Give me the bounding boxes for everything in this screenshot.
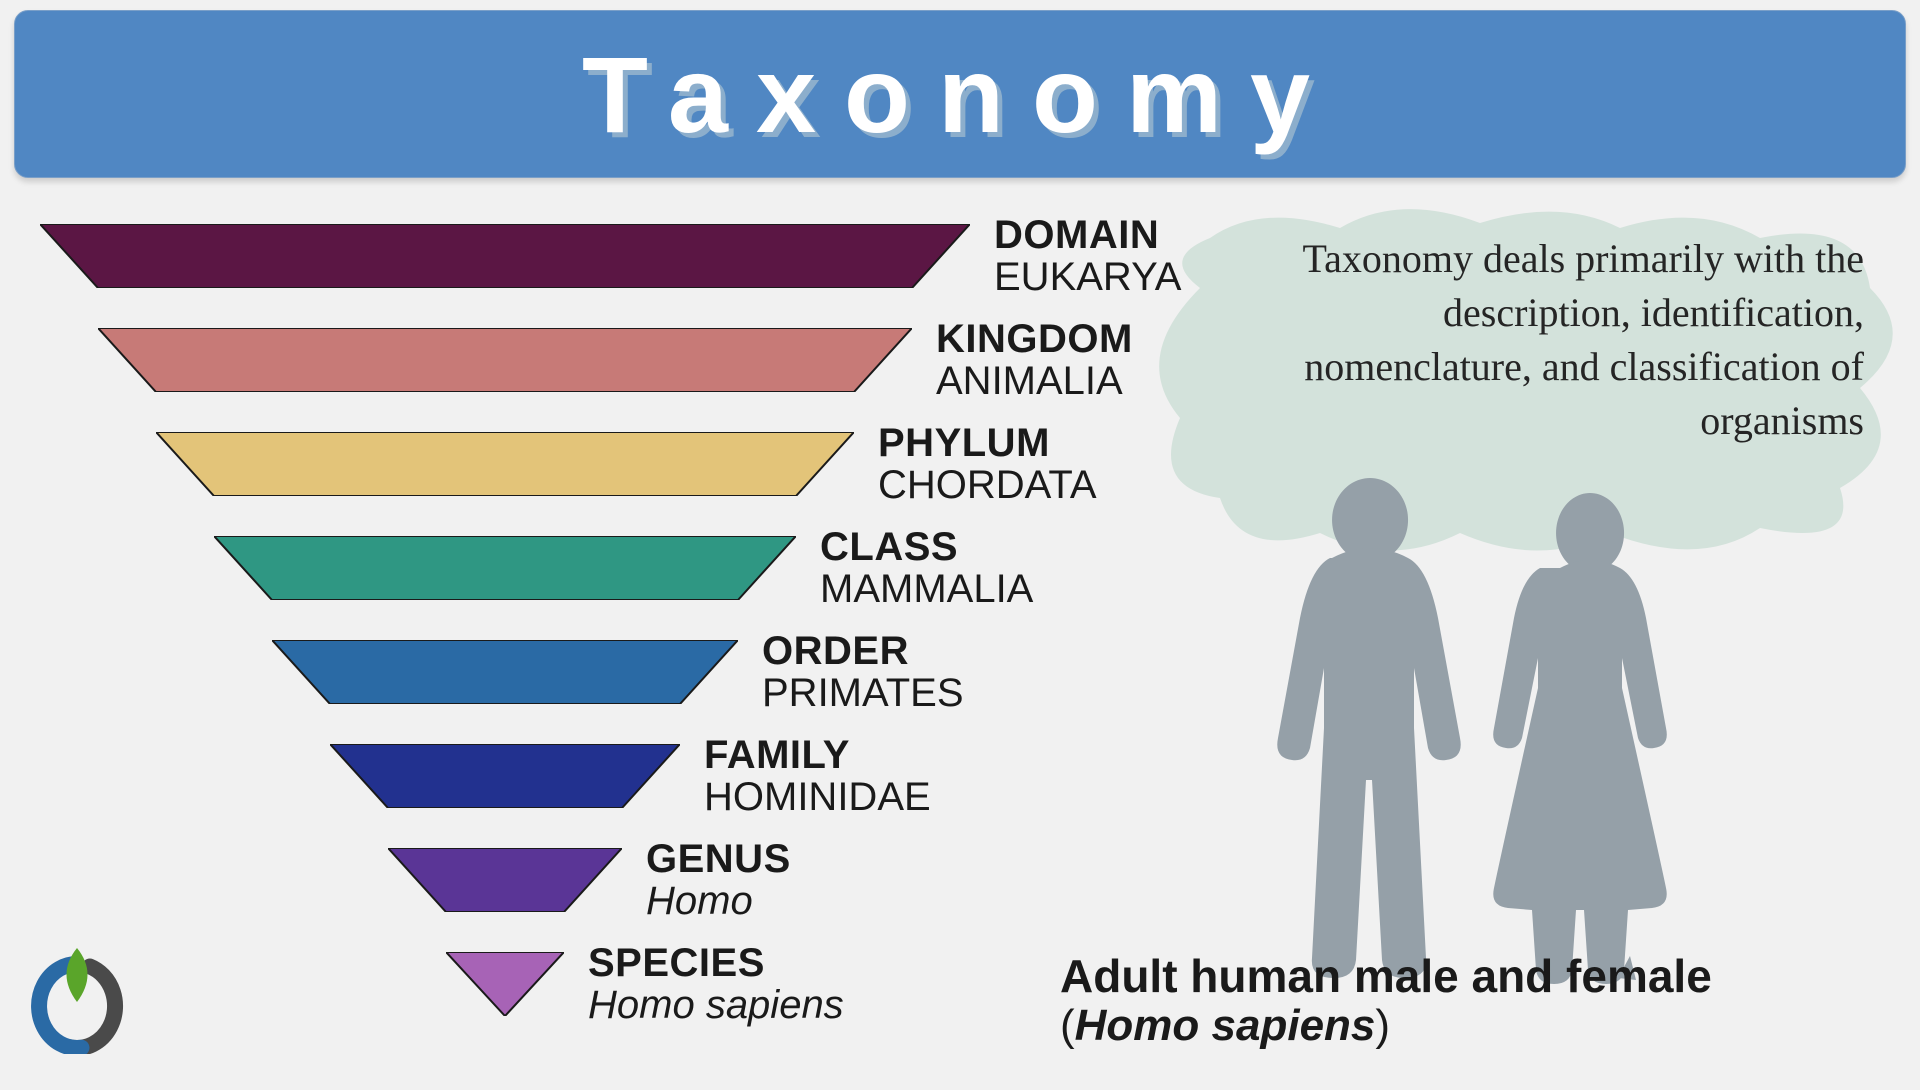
title-banner: Taxonomy: [14, 10, 1906, 178]
funnel-segment: [446, 952, 564, 1016]
caption-line1: Adult human male and female: [1060, 951, 1880, 1002]
taxon-label: CHORDATA: [878, 464, 1097, 506]
funnel-segment: [272, 640, 738, 704]
funnel-row: DOMAINEUKARYA: [40, 208, 1120, 306]
funnel-segment: [40, 224, 970, 288]
funnel-segment: [156, 432, 854, 496]
funnel-label: GENUSHomo: [646, 838, 791, 922]
funnel-label: PHYLUMCHORDATA: [878, 422, 1097, 506]
rank-label: PHYLUM: [878, 422, 1097, 464]
logo-icon: [22, 944, 132, 1054]
taxon-label: Homo sapiens: [588, 984, 844, 1026]
brand-logo: [22, 944, 132, 1054]
human-silhouettes: [1260, 438, 1720, 998]
funnel-row: KINGDOMANIMALIA: [40, 312, 1120, 410]
rank-label: GENUS: [646, 838, 791, 880]
funnel-row: ORDERPRIMATES: [40, 624, 1120, 722]
taxon-label: HOMINIDAE: [704, 776, 931, 818]
funnel-label: ORDERPRIMATES: [762, 630, 964, 714]
funnel-row: PHYLUMCHORDATA: [40, 416, 1120, 514]
funnel-segment: [388, 848, 622, 912]
taxonomy-funnel: DOMAINEUKARYAKINGDOMANIMALIA PHYLUMCHORDA…: [40, 208, 1120, 1040]
funnel-segment: [330, 744, 680, 808]
funnel-label: SPECIESHomo sapiens: [588, 942, 844, 1026]
funnel-label: CLASSMAMMALIA: [820, 526, 1033, 610]
caption-line2: (Homo sapiens): [1060, 1002, 1880, 1050]
funnel-segment: [214, 536, 796, 600]
funnel-label: FAMILYHOMINIDAE: [704, 734, 931, 818]
humans-caption: Adult human male and female (Homo sapien…: [1060, 951, 1880, 1050]
rank-label: ORDER: [762, 630, 964, 672]
taxon-label: MAMMALIA: [820, 568, 1033, 610]
content-area: DOMAINEUKARYAKINGDOMANIMALIAPHYLUMCHORDA…: [0, 178, 1920, 1080]
page-title: Taxonomy: [582, 32, 1338, 157]
rank-label: FAMILY: [704, 734, 931, 776]
funnel-segment: [98, 328, 912, 392]
funnel-row: SPECIESHomo sapiens: [40, 936, 1120, 1034]
rank-label: CLASS: [820, 526, 1033, 568]
funnel-label: KINGDOMANIMALIA: [936, 318, 1133, 402]
taxon-label: Homo: [646, 880, 791, 922]
rank-label: KINGDOM: [936, 318, 1133, 360]
funnel-row: CLASSMAMMALIA: [40, 520, 1120, 618]
taxon-label: PRIMATES: [762, 672, 964, 714]
taxon-label: ANIMALIA: [936, 360, 1133, 402]
rank-label: SPECIES: [588, 942, 844, 984]
humans-icon: [1260, 438, 1720, 998]
funnel-row: FAMILYHOMINIDAE: [40, 728, 1120, 826]
funnel-row: GENUSHomo: [40, 832, 1120, 930]
